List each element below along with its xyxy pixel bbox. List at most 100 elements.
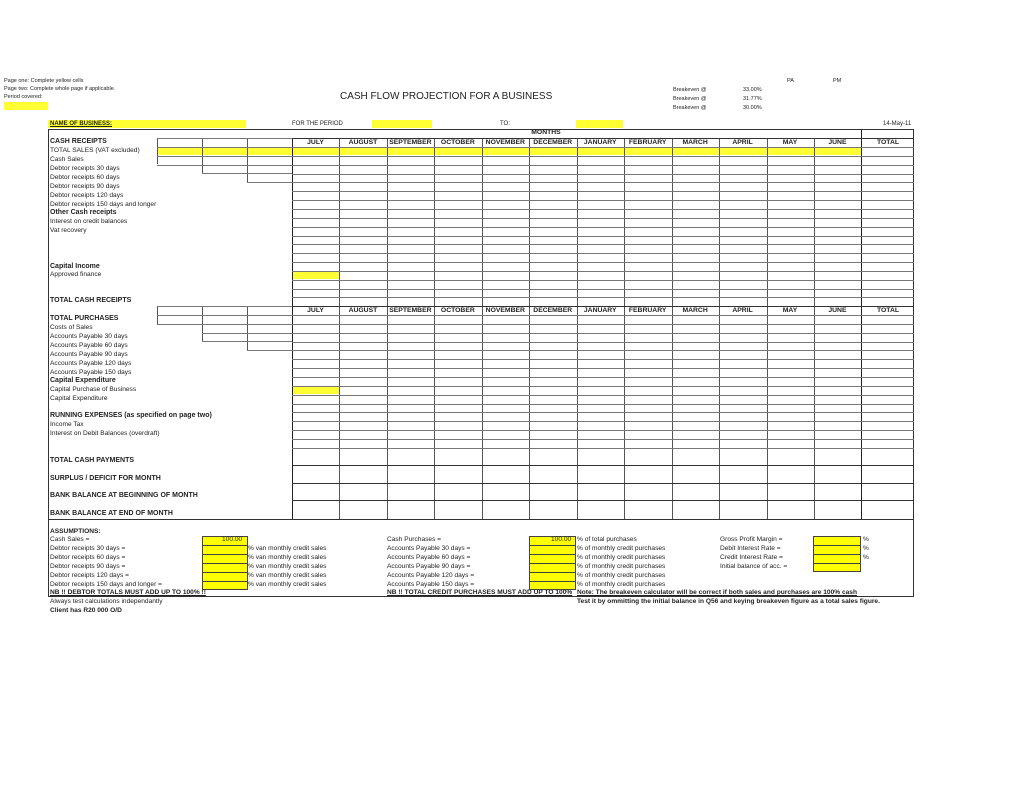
breakeven-note: Note: The breakeven calculator will be c… [577,589,857,596]
receipt-label: CASH RECEIPTS [50,138,107,145]
grid-row-line [292,226,914,228]
payment-label: Accounts Payable 150 days [50,369,132,376]
total-sales-input-row[interactable] [157,147,861,155]
payment-label: TOTAL PURCHASES [50,315,119,322]
small-cell-line [247,350,292,352]
column-divider [386,138,388,519]
business-name-input[interactable] [48,120,246,128]
grid-row-line [292,270,914,272]
grid-row-line [292,235,914,237]
grid-row-line [292,200,914,202]
month-header-november: NOVEMBER [485,139,525,146]
grid-row-line [292,323,914,325]
column-divider [576,138,578,519]
instruction-3: Period covered: [4,94,43,100]
grid-row-line [292,279,914,281]
grid-row-line [292,403,914,405]
payment-label: Costs of Sales [50,324,93,331]
months-header: MONTHS [531,129,561,136]
sales-assumption-label: Debtor receipts 90 days = [50,563,126,570]
small-cell-line [247,332,292,334]
sales-assumption-suffix: % van monthly credit sales [248,554,327,561]
date-label: 14-May-11 [883,121,912,127]
sales-assumption-suffix: % van monthly credit sales [248,572,327,579]
percent-unit: % [863,554,869,561]
assumptions-title: ASSUMPTIONS: [50,528,101,535]
assumptions-frame [48,519,914,597]
small-cell-line [247,164,292,166]
payment-label: Accounts Payable 30 days [50,333,128,340]
small-cell-line [247,314,292,316]
sales-assumption-suffix: % van monthly credit sales [248,563,327,570]
instruction-1: Page one: Complete yellow cells [4,78,84,84]
purchase-assumption-suffix: % of monthly credit purchases [577,545,666,552]
month-header-june: JUNE [828,307,847,314]
total-header: TOTAL [876,307,900,314]
purchase-assumption-suffix: % of monthly credit purchases [577,581,666,588]
breakeven-label-3: Breakeven @ [673,105,707,111]
month-header-november: NOVEMBER [485,307,525,314]
month-header-august: AUGUST [348,139,378,146]
input-cell-line [813,554,861,555]
breakeven-label-1: Breakeven @ [673,87,707,93]
cash-sales-value[interactable]: 100.00 [222,536,243,543]
period-covered-input[interactable] [4,102,48,110]
payment-label: Accounts Payable 60 days [50,342,128,349]
small-cell-line [247,173,292,175]
grid-row-line [292,164,914,166]
always-test-note: Always test calculations independantly [50,598,163,605]
grid-row-line [292,155,914,157]
breakeven-value-2: 31.77% [743,96,762,102]
receipt-label: Debtor receipts 120 days [50,192,124,199]
input-cell-line [202,545,248,546]
input-cell-line [529,572,576,573]
month-header-may: MAY [782,307,798,314]
purchase-assumption-suffix: % of monthly credit purchases [577,563,666,570]
small-cell-line [247,138,292,139]
column-divider [434,138,436,519]
receipt-label: Debtor receipts 90 days [50,183,120,190]
grid-row-line [292,332,914,334]
grid-row-line [292,147,914,148]
grid-row-line [292,385,914,387]
month-header-january: JANUARY [583,307,617,314]
grid-row-line [292,288,914,290]
client-od-note: Client has R20 000 O/D [50,607,122,614]
grid-row-line [292,394,914,396]
input-cell-line [202,581,248,582]
header-line [292,306,914,307]
business-name-label: NAME OF BUSINESS: [50,121,113,127]
period-from-input[interactable] [372,120,432,128]
purchase-assumption-suffix: % of total purchases [577,536,637,543]
column-divider [719,138,721,519]
payment-label: Accounts Payable 90 days [50,351,128,358]
grid-row-line [292,350,914,352]
grid-row-line [292,315,914,316]
payment-label: BANK BALANCE AT END OF MONTH [50,510,173,517]
percent-unit: % [863,536,869,543]
period-to-input[interactable] [576,120,623,128]
month-header-april: APRIL [732,307,753,314]
capital-purchase-input[interactable] [292,386,339,394]
receipt-label: Approved finance [50,271,102,278]
payment-label: Accounts Payable 120 days [50,360,132,367]
small-cell-divider [157,138,158,164]
approved-finance-input[interactable] [292,271,339,279]
small-cell-line [247,306,292,307]
receipt-label: Debtor receipts 60 days [50,174,120,181]
purchase-assumption-suffix: % of monthly credit purchases [577,554,666,561]
month-header-october: OCTOBER [440,139,475,146]
rate-assumption-label: Gross Profit Margin = [720,536,783,543]
cash-purchases-value[interactable]: 100.00 [551,536,572,543]
grid-row-line [292,253,914,255]
grid-row-line [292,430,914,432]
receipt-label: Capital Income [50,263,100,270]
input-cell-line [529,545,576,546]
month-header-may: MAY [782,139,798,146]
month-header-august: AUGUST [348,307,378,314]
input-cell-line [813,545,861,546]
nb-debtor-warning: NB !! DEBTOR TOTALS MUST ADD UP TO 100% … [50,589,206,596]
month-header-january: JANUARY [583,139,617,146]
grid-row-line [292,376,914,378]
grid-row-line [292,465,914,466]
